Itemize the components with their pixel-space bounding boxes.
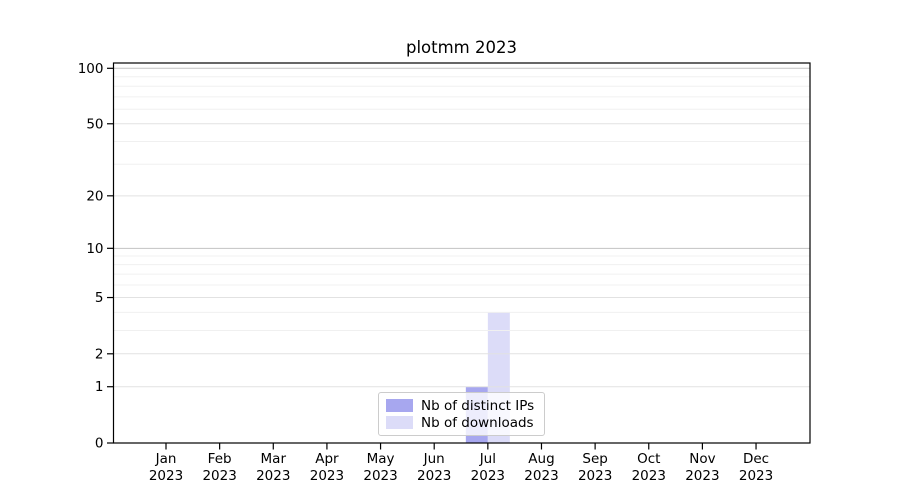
x-tick-label-year: 2023 xyxy=(632,468,666,484)
x-tick-label-month: Jan xyxy=(155,451,177,467)
x-tick-label-year: 2023 xyxy=(685,468,719,484)
x-tick-label-month: Oct xyxy=(637,451,660,467)
x-tick-label-year: 2023 xyxy=(149,468,183,484)
x-tick-label-year: 2023 xyxy=(578,468,612,484)
y-tick-label: 50 xyxy=(86,116,103,132)
x-tick-label-month: Aug xyxy=(528,451,554,467)
y-tick-label: 5 xyxy=(95,290,104,306)
x-tick-label-month: May xyxy=(367,451,395,467)
x-tick-label-month: Dec xyxy=(743,451,769,467)
legend-label-downloads: Nb of downloads xyxy=(421,414,534,431)
x-tick-label-year: 2023 xyxy=(524,468,558,484)
legend-swatch-downloads xyxy=(386,416,413,429)
x-tick-label-year: 2023 xyxy=(363,468,397,484)
legend-entry-downloads: Nb of downloads xyxy=(386,414,535,431)
x-tick-label-month: Nov xyxy=(689,451,715,467)
x-tick-label-month: Jul xyxy=(479,451,496,467)
y-tick-label: 10 xyxy=(86,241,103,257)
x-tick-label-year: 2023 xyxy=(202,468,236,484)
x-tick-label-year: 2023 xyxy=(417,468,451,484)
x-tick-label-year: 2023 xyxy=(471,468,505,484)
x-tick-label-year: 2023 xyxy=(310,468,344,484)
y-tick-label: 0 xyxy=(95,436,104,452)
x-tick-label-month: Sep xyxy=(582,451,607,467)
y-tick-label: 1 xyxy=(95,379,104,395)
legend-label-distinct-ips: Nb of distinct IPs xyxy=(421,397,535,414)
y-tick-label: 2 xyxy=(95,346,104,362)
legend: Nb of distinct IPs Nb of downloads xyxy=(378,392,545,436)
x-tick-label-month: Mar xyxy=(261,451,287,467)
plot-border xyxy=(112,62,811,444)
x-tick-label-month: Jun xyxy=(423,451,445,467)
y-tick-label: 20 xyxy=(86,188,103,204)
y-tick-label: 100 xyxy=(78,61,104,77)
chart-title: plotmm 2023 xyxy=(405,38,517,57)
x-tick-label-month: Apr xyxy=(315,451,339,467)
x-tick-label-year: 2023 xyxy=(256,468,290,484)
legend-entry-distinct-ips: Nb of distinct IPs xyxy=(386,397,535,414)
legend-swatch-distinct-ips xyxy=(386,399,413,412)
x-tick-label-year: 2023 xyxy=(739,468,773,484)
x-tick-label-month: Feb xyxy=(208,451,232,467)
